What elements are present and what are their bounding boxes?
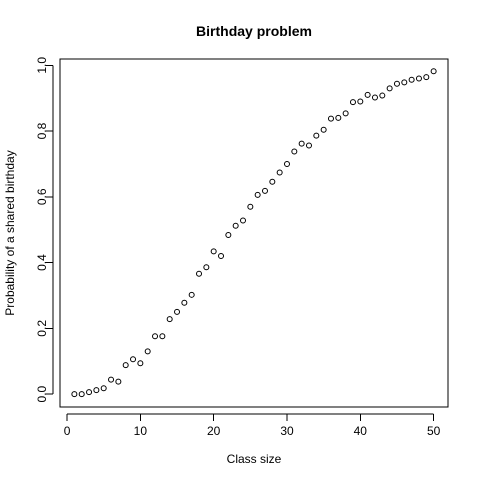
data-point bbox=[327, 115, 334, 122]
data-point bbox=[152, 333, 159, 340]
y-tick-label: 0.0 bbox=[35, 385, 49, 402]
x-tick-label: 30 bbox=[280, 424, 294, 438]
data-point bbox=[166, 316, 173, 323]
data-point bbox=[401, 79, 408, 86]
plot-frame bbox=[59, 58, 449, 408]
y-axis: 0.0 0.2 0.4 0.6 0.8 1.0 bbox=[35, 57, 54, 402]
data-point bbox=[269, 178, 276, 185]
data-point bbox=[196, 270, 203, 277]
data-point bbox=[218, 253, 225, 260]
data-point bbox=[276, 169, 283, 176]
data-point bbox=[386, 85, 393, 92]
data-point bbox=[203, 264, 210, 271]
y-tick-label: 0.6 bbox=[35, 188, 49, 205]
data-point bbox=[415, 75, 422, 82]
data-point bbox=[313, 132, 320, 139]
data-point bbox=[100, 385, 107, 392]
data-point bbox=[305, 142, 312, 149]
data-point bbox=[159, 333, 166, 340]
data-point bbox=[423, 74, 430, 81]
chart-title: Birthday problem bbox=[196, 23, 312, 39]
data-point bbox=[298, 140, 305, 147]
x-axis: 0 10 20 30 40 50 bbox=[64, 413, 441, 438]
data-point bbox=[291, 148, 298, 155]
y-tick-label: 0.8 bbox=[35, 122, 49, 139]
data-point bbox=[93, 387, 100, 394]
data-point bbox=[115, 378, 122, 385]
y-tick-label: 0.4 bbox=[35, 254, 49, 271]
x-tick-label: 40 bbox=[354, 424, 368, 438]
data-point bbox=[181, 299, 188, 306]
data-point bbox=[144, 348, 151, 355]
x-tick-label: 0 bbox=[64, 424, 71, 438]
data-point bbox=[364, 91, 371, 98]
y-tick-label: 1.0 bbox=[35, 57, 49, 74]
data-point bbox=[379, 92, 386, 99]
data-point bbox=[371, 94, 378, 101]
data-point bbox=[232, 222, 239, 229]
data-point bbox=[174, 308, 181, 315]
data-point bbox=[137, 360, 144, 367]
x-tick-label: 50 bbox=[427, 424, 441, 438]
data-point bbox=[254, 191, 261, 198]
data-point bbox=[342, 110, 349, 117]
data-point bbox=[261, 187, 268, 194]
data-point bbox=[408, 76, 415, 83]
x-tick-label: 20 bbox=[207, 424, 221, 438]
y-axis-label: Probability of a shared birthday bbox=[3, 150, 17, 315]
data-point bbox=[357, 98, 364, 105]
data-point bbox=[108, 376, 115, 383]
x-axis-label: Class size bbox=[227, 452, 282, 466]
data-point bbox=[393, 80, 400, 87]
data-point bbox=[130, 356, 137, 363]
data-point bbox=[349, 99, 356, 106]
data-point bbox=[78, 391, 85, 398]
data-point bbox=[122, 362, 129, 369]
data-point bbox=[283, 160, 290, 167]
y-tick-label: 0.2 bbox=[35, 320, 49, 337]
x-tick-label: 10 bbox=[134, 424, 148, 438]
data-point bbox=[86, 389, 93, 396]
data-point bbox=[210, 248, 217, 255]
data-point bbox=[225, 231, 232, 238]
data-points bbox=[71, 68, 437, 398]
data-point bbox=[188, 291, 195, 298]
data-point bbox=[71, 391, 78, 398]
data-point bbox=[430, 68, 437, 75]
data-point bbox=[335, 114, 342, 121]
data-point bbox=[247, 203, 254, 210]
data-point bbox=[240, 217, 247, 224]
data-point bbox=[320, 126, 327, 133]
